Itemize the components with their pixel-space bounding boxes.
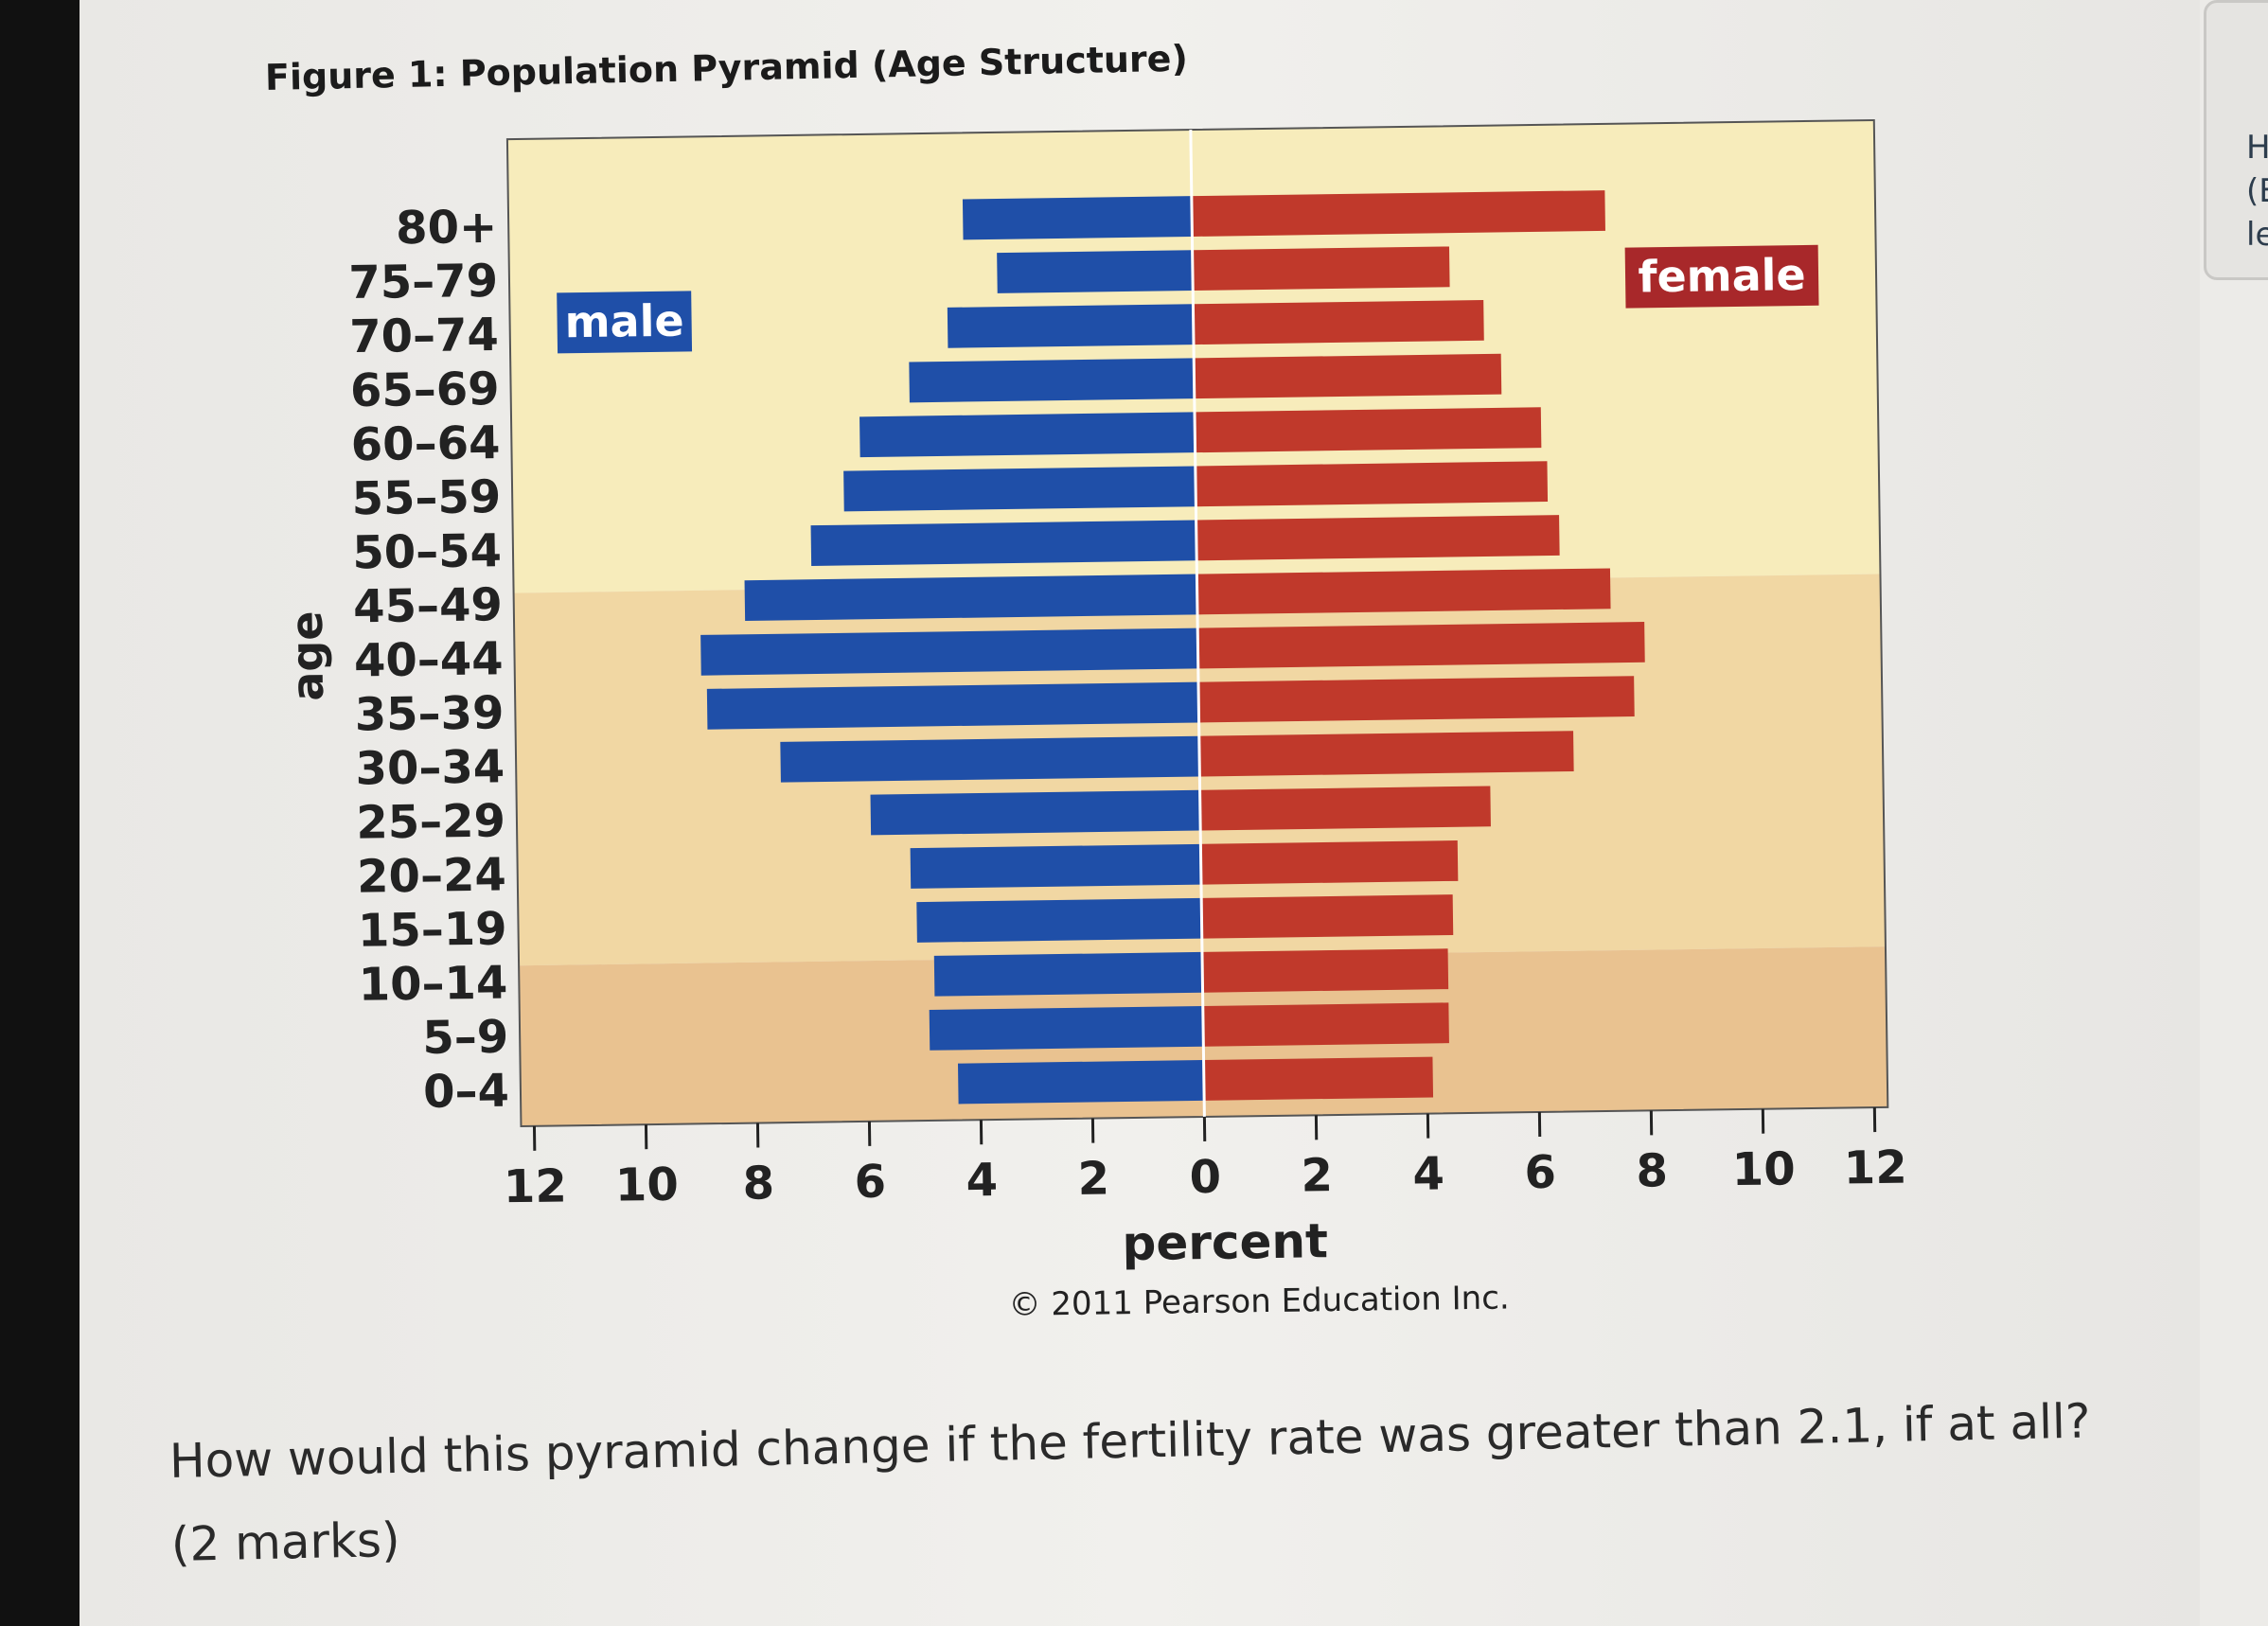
side-panel[interactable]: H (E le: [2204, 0, 2268, 280]
chart-group: 80+75–7970–7465–6960–6455–5950–5445–4940…: [281, 118, 1907, 1324]
age-tick-label: 0–4: [423, 1065, 510, 1119]
male-bar: [870, 789, 1201, 836]
male-bar: [997, 250, 1194, 293]
x-tick-label: 10: [1731, 1142, 1796, 1196]
x-tick-label: 8: [742, 1157, 774, 1210]
female-bar: [1199, 786, 1491, 831]
x-axis-label: percent: [1122, 1213, 1328, 1271]
side-panel-text: (E: [2246, 172, 2268, 210]
male-bar: [706, 681, 1199, 730]
x-tick-label: 6: [854, 1156, 886, 1209]
female-bar: [1196, 568, 1611, 615]
female-legend-box: [1624, 244, 1819, 309]
age-tick-label: 75–79: [348, 255, 498, 309]
female-bar: [1201, 894, 1454, 939]
age-tick-label: 40–44: [354, 632, 504, 687]
x-tick-label: 12: [504, 1159, 568, 1213]
zero-line: [1189, 130, 1206, 1117]
x-tick-label: 6: [1524, 1146, 1556, 1199]
female-bar: [1197, 676, 1635, 723]
female-legend-label: female: [1638, 249, 1806, 302]
age-tick-label: 30–34: [355, 740, 505, 795]
side-panel-text: le: [2246, 216, 2268, 254]
male-bar: [843, 466, 1196, 512]
male-bar: [744, 574, 1197, 622]
male-bar: [929, 1005, 1204, 1051]
male-legend-label: male: [564, 295, 684, 348]
female-bar: [1193, 299, 1484, 345]
age-tick-label: 35–39: [354, 686, 504, 741]
age-tick-label: 65–69: [350, 362, 500, 417]
female-bar: [1197, 622, 1645, 669]
y-axis-label: age: [281, 610, 333, 701]
female-bar: [1201, 948, 1449, 993]
female-bar: [1198, 731, 1574, 777]
x-tick-label: 0: [1189, 1151, 1221, 1204]
copyright-text: © 2011 Pearson Education Inc.: [1008, 1279, 1510, 1323]
age-tick-label: 15–19: [358, 903, 507, 958]
age-tick-label: 55–59: [351, 470, 501, 525]
female-bar: [1196, 515, 1560, 561]
x-tick-label: 12: [1843, 1141, 1907, 1195]
male-bar: [962, 196, 1193, 240]
male-bar: [909, 358, 1195, 403]
male-bar: [859, 412, 1196, 458]
age-tick-label: 80+: [396, 201, 498, 255]
female-bar: [1192, 246, 1450, 292]
x-tick-label: 4: [966, 1154, 998, 1207]
female-bar: [1195, 461, 1549, 507]
x-tick-label: 8: [1636, 1144, 1668, 1197]
male-bar: [947, 304, 1195, 348]
age-tick-label: 60–64: [350, 416, 500, 471]
age-tick-label: 50–54: [352, 524, 502, 579]
age-tick-label: 70–74: [349, 309, 499, 363]
female-bar: [1194, 353, 1502, 399]
male-bar: [916, 897, 1202, 943]
screen-bezel: [0, 0, 80, 1626]
male-bar: [780, 735, 1200, 783]
age-tick-label: 10–14: [358, 957, 507, 1012]
age-tick-label: 45–49: [353, 578, 503, 633]
x-tick-label: 2: [1301, 1149, 1333, 1202]
age-tick-label: 20–24: [357, 848, 506, 903]
male-bar: [810, 520, 1197, 566]
age-tick-label: 25–29: [356, 794, 505, 849]
side-panel-text: H: [2246, 129, 2268, 167]
female-bar: [1195, 407, 1542, 453]
x-tick-label: 2: [1077, 1152, 1109, 1205]
female-bar: [1191, 190, 1605, 237]
x-tick-label: 4: [1412, 1147, 1444, 1200]
male-bar: [957, 1060, 1205, 1105]
x-tick-label: 10: [615, 1158, 680, 1212]
age-tick-label: 5–9: [422, 1011, 509, 1065]
male-bar: [910, 843, 1201, 889]
male-bar: [933, 951, 1203, 997]
male-legend-box: [557, 291, 693, 354]
female-bar: [1202, 1002, 1449, 1047]
female-bar: [1203, 1056, 1434, 1101]
male-bar: [700, 627, 1198, 676]
female-bar: [1200, 840, 1459, 885]
